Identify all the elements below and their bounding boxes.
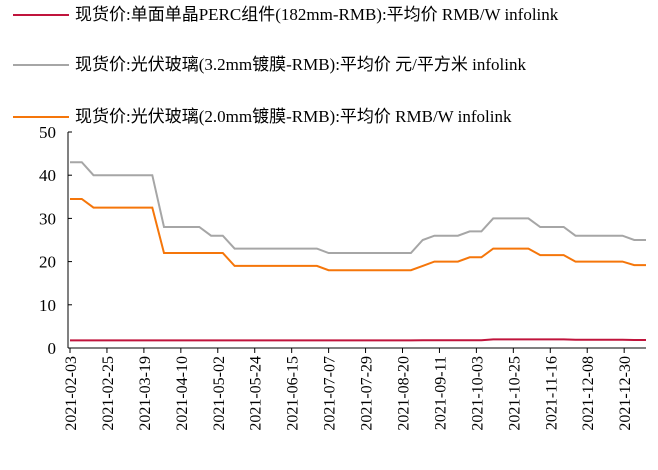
x-tick-label: 2021-09-11 <box>432 356 449 430</box>
x-tick-label: 2021-12-08 <box>580 356 597 431</box>
x-tick-label: 2021-05-02 <box>211 356 228 431</box>
legend-label: 现货价:光伏玻璃(2.0mm镀膜-RMB):平均价 RMB/W infolink <box>75 107 512 126</box>
x-tick-label: 2021-02-25 <box>100 356 117 431</box>
x-tick-label: 2021-06-15 <box>285 356 302 431</box>
legend-item: 现货价:光伏玻璃(3.2mm镀膜-RMB):平均价 元/平方米 infolink <box>13 53 650 77</box>
series-line <box>70 198 646 272</box>
x-tick-label: 2021-07-07 <box>322 356 339 431</box>
legend-label: 现货价:光伏玻璃(3.2mm镀膜-RMB):平均价 元/平方米 infolink <box>75 55 526 74</box>
x-tick-label: 2021-02-03 <box>63 356 80 431</box>
x-tick-label: 2021-10-25 <box>506 356 523 431</box>
y-tick-label: 20 <box>39 253 56 272</box>
y-tick-label: 0 <box>48 339 57 358</box>
x-tick-label: 2021-10-03 <box>469 356 486 431</box>
x-tick-label: 2021-12-30 <box>617 356 634 431</box>
legend-label: 现货价:单面单晶PERC组件(182mm-RMB):平均价 RMB/W info… <box>75 5 559 24</box>
y-tick-label: 40 <box>39 166 56 185</box>
x-tick-label: 2021-04-10 <box>174 356 191 431</box>
legend-swatch <box>13 64 69 66</box>
series-line <box>70 161 646 254</box>
y-tick-label: 50 <box>39 123 56 142</box>
legend-item: 现货价:光伏玻璃(2.0mm镀膜-RMB):平均价 RMB/W infolink <box>13 105 650 129</box>
x-tick-label: 2021-08-20 <box>396 356 413 431</box>
x-tick-label: 2021-05-24 <box>248 356 265 431</box>
x-tick-label: 2021-03-19 <box>137 356 154 431</box>
legend-swatch <box>13 116 69 118</box>
y-tick-label: 30 <box>39 209 56 228</box>
y-tick-label: 10 <box>39 296 56 315</box>
x-tick-label: 2021-07-29 <box>359 356 376 431</box>
series-line <box>70 338 646 342</box>
legend-swatch <box>13 14 69 16</box>
x-tick-label: 2021-11-16 <box>543 356 560 430</box>
legend-item: 现货价:单面单晶PERC组件(182mm-RMB):平均价 RMB/W info… <box>13 3 650 27</box>
